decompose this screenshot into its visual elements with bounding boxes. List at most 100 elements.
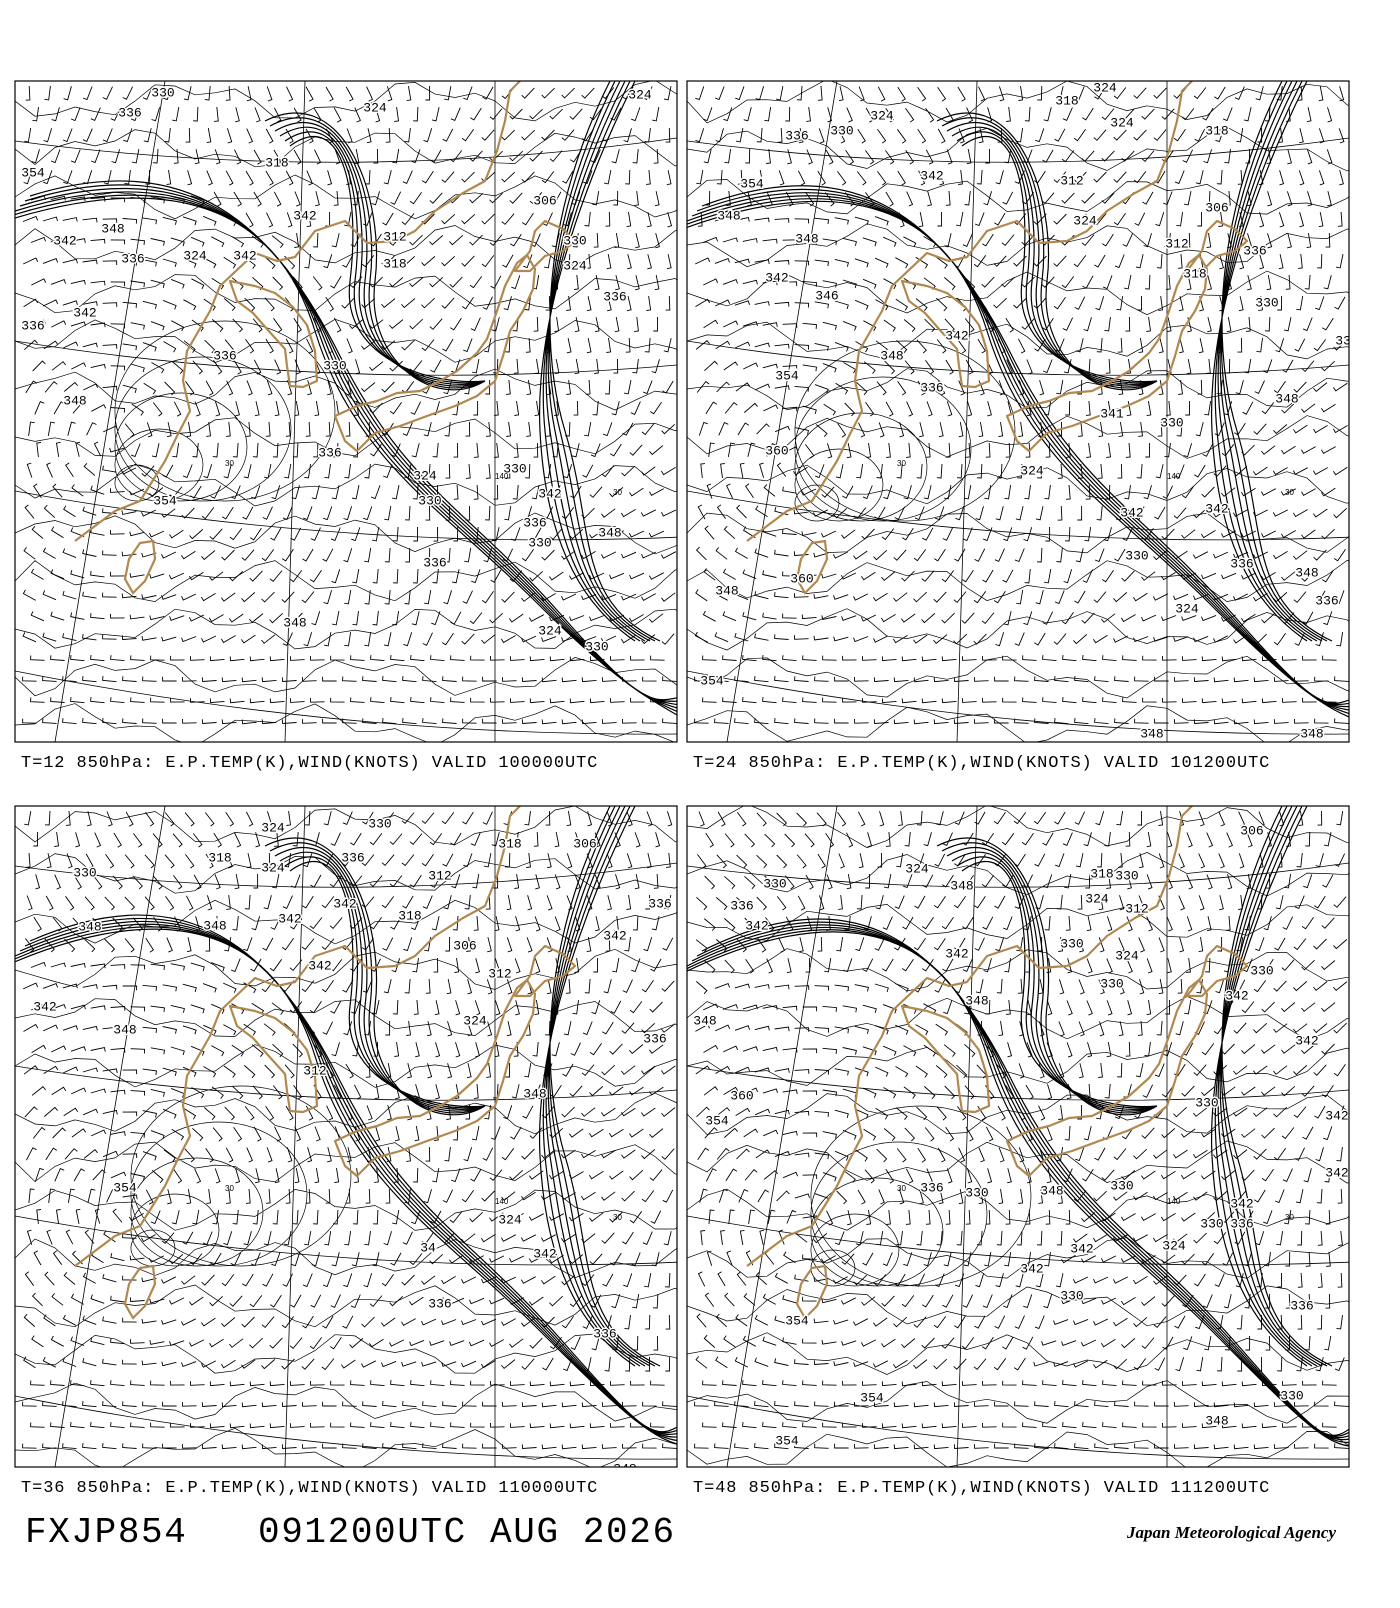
contour-label: 324	[261, 820, 285, 835]
contour-label: 324	[261, 860, 285, 875]
contour-label: 354	[705, 1113, 729, 1128]
contour-label: 342	[308, 958, 331, 973]
contour-label: 342	[53, 233, 76, 248]
contour-label: 348	[1300, 726, 1323, 741]
contours-frontal	[15, 806, 677, 1445]
contours-frontal	[687, 806, 1349, 1447]
contour-label: 336	[593, 1326, 616, 1341]
contour-label: 324	[538, 623, 562, 638]
contour-label: 342	[293, 208, 316, 223]
grid-label: 30	[897, 1184, 906, 1193]
contour-label: 348	[717, 208, 740, 223]
contour-label: 312	[428, 868, 451, 883]
contour-label: 336	[423, 555, 446, 570]
contour-label: 342	[603, 928, 626, 943]
contour-label: 342	[1325, 1108, 1348, 1123]
contour-label: 306	[1240, 823, 1263, 838]
contour-label: 336	[21, 318, 44, 333]
coastline	[73, 806, 577, 1320]
contour-label: 348	[1205, 1413, 1228, 1428]
contour-label: 360	[765, 443, 788, 458]
contour-label: 318	[265, 155, 288, 170]
contour-label: 330	[1195, 1095, 1218, 1110]
contour-label: 348	[880, 348, 903, 363]
map-panel: 324 318 324 330 336 324 318 354 342 312 348 324 348 3…	[686, 80, 1350, 773]
contour-label: 330	[563, 233, 586, 248]
map-area: 324 330 318 324 336 312 306 318 330 342 318 348 348 3…	[15, 806, 677, 1476]
contours-frontal	[15, 81, 677, 716]
contour-label: 318	[383, 256, 406, 271]
contour-label: 336	[1230, 556, 1253, 571]
contour-label: 342	[745, 918, 768, 933]
grid-label: 140	[495, 1197, 509, 1206]
contour-label: 336	[920, 380, 943, 395]
contour-label: 342	[1325, 1165, 1348, 1180]
contour-label: 336	[121, 251, 144, 266]
contour-label: 306	[453, 938, 476, 953]
contour-label: 342	[1020, 1261, 1043, 1276]
contour-label: 354	[775, 368, 799, 383]
contour-label: 330	[1160, 415, 1183, 430]
contour-label: 306	[1205, 200, 1228, 215]
contour-label: 318	[1183, 266, 1206, 281]
contour-label: 324	[1115, 948, 1139, 963]
panel-border	[686, 80, 1350, 743]
contour-label: 330	[763, 876, 786, 891]
contour-label: 348	[598, 525, 621, 540]
contour-label: 318	[1090, 866, 1113, 881]
contour-label: 330	[830, 123, 853, 138]
map-area: 330 336 324 324 354 318 342 348 342 336 324 342 312 3…	[15, 81, 677, 742]
contour-label: 348	[795, 231, 818, 246]
contour-label: 336	[213, 348, 236, 363]
contour-label: 342	[333, 896, 356, 911]
contour-label: 342	[533, 1246, 556, 1261]
contour-label: 330	[585, 639, 608, 654]
contour-label: 342	[920, 168, 943, 183]
contour-label: 348	[613, 1461, 636, 1476]
contour-label: 354	[740, 176, 764, 191]
contour-label: 324	[1073, 213, 1097, 228]
contour-label: 360	[790, 571, 813, 586]
contour-label: 330	[965, 1185, 988, 1200]
contour-label: 336	[118, 105, 141, 120]
coastline	[745, 81, 1249, 595]
contour-label: 348	[1040, 1183, 1063, 1198]
contour-label: 336	[643, 1031, 666, 1046]
contour-label: 354	[700, 673, 724, 688]
contour-label: 354	[153, 493, 177, 508]
contour-label: 348	[715, 583, 738, 598]
contour-label: 312	[488, 966, 511, 981]
contour-label: 324	[1110, 115, 1134, 130]
contour-label: 330	[368, 816, 391, 831]
contour-label: 348	[523, 1086, 546, 1101]
panel-border	[14, 80, 678, 743]
contour-label: 354	[860, 1390, 884, 1405]
agency-name: Japan Meteorological Agency	[1126, 1523, 1336, 1542]
contour-label: 324	[363, 100, 387, 115]
panel-caption: T=36 850hPa: E.P.TEMP(K),WIND(KNOTS) VAL…	[21, 1479, 598, 1498]
contour-label: 342	[278, 911, 301, 926]
contour-label: 318	[398, 908, 421, 923]
contour-label: 324	[463, 1013, 487, 1028]
contour-label: 324	[183, 248, 207, 263]
contour-label: 324	[905, 861, 929, 876]
panel-border	[14, 805, 678, 1468]
contour-label: 324	[870, 108, 894, 123]
panel-caption: T=24 850hPa: E.P.TEMP(K),WIND(KNOTS) VAL…	[693, 754, 1270, 773]
map-panel: 330 336 324 324 354 318 342 348 342 336 324 342 312 3…	[14, 80, 678, 773]
contour-label: 330	[151, 85, 174, 100]
contour-label: 324	[563, 258, 587, 273]
contour-label: 312	[383, 229, 406, 244]
contour-label: 348	[1295, 565, 1318, 580]
grid-label: 30	[1285, 1213, 1294, 1222]
contour-label: 342	[33, 999, 56, 1014]
contour-label: 312	[303, 1063, 326, 1078]
contour-label: 348	[63, 393, 86, 408]
contour-label: 341	[1100, 406, 1124, 421]
contour-label: 348	[1140, 726, 1163, 741]
contour-label: 342	[945, 946, 968, 961]
contour-label: 324	[1093, 80, 1117, 95]
contour-label: 330	[1125, 548, 1148, 563]
map-panel: 324 330 318 324 336 312 306 318 330 342 318 348 348 3…	[14, 805, 678, 1498]
contour-label: 342	[765, 270, 788, 285]
